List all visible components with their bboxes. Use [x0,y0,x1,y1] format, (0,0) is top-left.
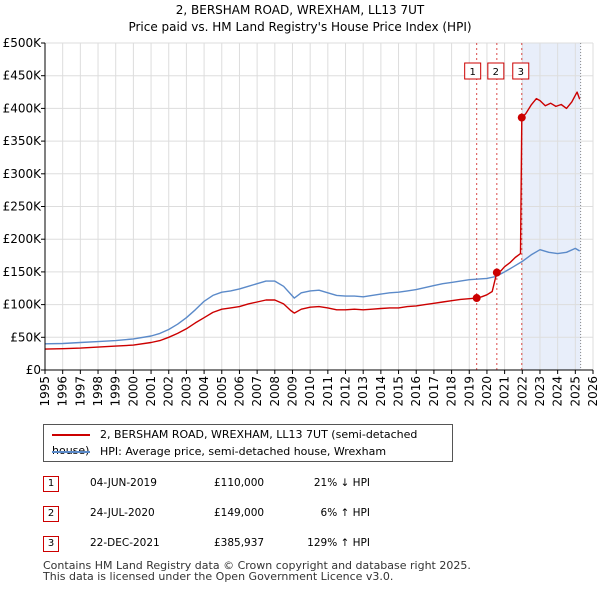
sale-hpi-comparison: 129% ↑ HPI [307,537,370,549]
x-tick-label: 1995 [38,376,52,407]
y-tick-label: £50K [10,330,42,344]
legend: 2, BERSHAM ROAD, WREXHAM, LL13 7UT (semi… [43,424,453,462]
chart-title: 2, BERSHAM ROAD, WREXHAM, LL13 7UT Price… [0,2,600,36]
x-tick-label: 2021 [498,376,512,407]
legend-item-property: 2, BERSHAM ROAD, WREXHAM, LL13 7UT (semi… [52,427,452,457]
sale-hpi-comparison: 21% ↓ HPI [313,477,370,489]
x-tick-label: 1998 [91,376,105,407]
x-tick-label: 1996 [56,376,70,407]
sale-price: £110,000 [214,477,265,489]
x-tick-label: 2008 [268,376,282,407]
legend-label-hpi: HPI: Average price, semi-detached house,… [100,445,387,458]
axis-layer: £0 £50K £100K £150K £200K £250K £300K £350K £400… [3,36,600,407]
y-tick-label: £100K [3,298,43,312]
x-tick-label: 2004 [197,376,211,407]
sale-marker-label: 2 [493,67,499,78]
sale-point [472,294,481,303]
sale-row: 1 04-JUN-2019 £110,000 21% ↓ HPI [0,476,600,496]
sale-marker-label: 1 [469,67,475,78]
x-tick-label: 2025 [568,376,582,407]
sale-marker-label: 3 [518,67,524,78]
sale-number-badge: 3 [43,536,59,552]
x-tick-label: 2017 [427,376,441,407]
legend-item-hpi: HPI: Average price, semi-detached house,… [52,444,386,460]
x-tick-label: 2015 [392,376,406,407]
x-tick-label: 2018 [445,376,459,407]
title-line-2: Price paid vs. HM Land Registry's House … [128,20,472,34]
x-tick-label: 1999 [109,376,123,407]
x-tick-label: 2003 [179,376,193,407]
y-tick-label: £150K [3,265,43,279]
x-tick-label: 2011 [321,376,335,407]
legend-label-property: 2, BERSHAM ROAD, WREXHAM, LL13 7UT (semi… [52,428,418,457]
footer-licence: This data is licensed under the Open Gov… [43,570,394,583]
x-tick-label: 2007 [250,376,264,407]
x-tick-label: 2016 [409,376,423,407]
y-tick-label: £350K [3,134,43,148]
sale-vlines-layer [476,43,582,370]
x-tick-label: 2009 [285,376,299,407]
x-tick-label: 2006 [232,376,246,407]
title-line-1: 2, BERSHAM ROAD, WREXHAM, LL13 7UT [175,3,425,17]
y-tick-label: £200K [3,232,43,246]
y-tick-label: £300K [3,167,43,181]
x-tick-label: 2010 [303,376,317,407]
sale-marker-box [487,62,505,80]
x-tick-label: 2019 [462,376,476,407]
series-line [44,247,581,345]
y-tick-label: £0 [26,363,41,377]
sale-price: £149,000 [214,507,265,519]
sale-marker-box [512,62,530,80]
x-tick-label: 2005 [215,376,229,407]
sale-date: 24-JUL-2020 [90,507,155,519]
footer: Contains HM Land Registry data © Crown c… [43,560,471,582]
x-tick-label: 2020 [480,376,494,407]
sale-row: 3 22-DEC-2021 £385,937 129% ↑ HPI [0,536,600,556]
x-tick-label: 2022 [515,376,529,407]
x-tick-label: 2024 [551,376,565,407]
x-tick-label: 2012 [339,376,353,407]
sale-hpi-comparison: 6% ↑ HPI [320,507,370,519]
x-tick-label: 2001 [144,376,158,407]
series-layer [44,91,581,350]
sale-price: £385,937 [214,537,265,549]
series-line [44,91,581,350]
x-tick-label: 2000 [126,376,140,407]
sale-date: 04-JUN-2019 [90,477,157,489]
grid-layer [44,42,594,371]
y-tick-label: £250K [3,200,43,214]
markers-layer: 1 2 3 [464,62,530,303]
sale-marker-box [464,62,482,80]
x-tick-label: 2026 [586,376,600,407]
sale-number-badge: 2 [43,506,59,522]
x-tick-label: 2014 [374,376,388,407]
legend-swatch-hpi [52,451,90,453]
x-tick-label: 1997 [73,376,87,407]
legend-swatch-property [52,434,90,436]
x-tick-label: 2013 [356,376,370,407]
sale-number-badge: 1 [43,476,59,492]
sale-point [492,268,501,277]
footer-copyright: Contains HM Land Registry data © Crown c… [43,559,471,572]
y-tick-label: £400K [3,101,43,115]
sale-row: 2 24-JUL-2020 £149,000 6% ↑ HPI [0,506,600,526]
price-chart: 1 2 3 £0 £50K £100K £150K £200K £250K £300K £350K… [3,36,600,407]
x-tick-label: 2023 [533,376,547,407]
y-tick-label: £450K [3,69,43,83]
x-tick-label: 2002 [162,376,176,407]
y-tick-label: £500K [3,36,43,50]
sale-point [517,113,526,122]
sale-date: 22-DEC-2021 [90,537,160,549]
